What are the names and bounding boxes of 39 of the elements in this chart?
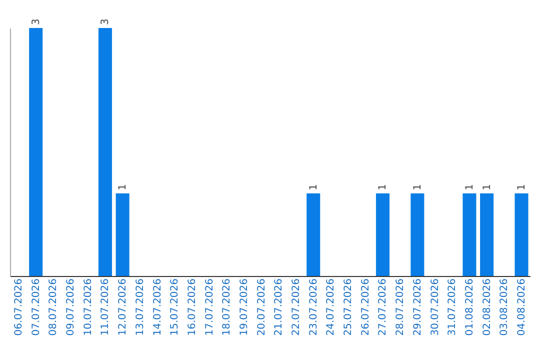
x-tick-label: 10.07.2026 [82, 278, 94, 336]
x-tick-label: 14.07.2026 [152, 278, 164, 336]
x-tick-label: 25.07.2026 [343, 278, 354, 336]
data-label: 1 [308, 184, 320, 190]
data-label: 1 [378, 184, 389, 190]
x-tick-label: 13.07.2026 [134, 278, 146, 336]
data-label: 1 [516, 184, 528, 190]
x-tick-label: 28.07.2026 [395, 278, 406, 336]
x-tick-label: 03.08.2026 [499, 278, 510, 336]
data-label: 1 [118, 184, 129, 190]
x-tick-label: 08.07.2026 [48, 278, 60, 336]
data-label: 1 [482, 184, 493, 190]
x-tick-label: 19.07.2026 [238, 278, 250, 336]
x-tick-label: 21.07.2026 [274, 278, 285, 336]
x-tick-label: 01.08.2026 [464, 278, 476, 336]
x-tick-label: 12.07.2026 [118, 278, 129, 336]
x-tick-label: 17.07.2026 [204, 278, 216, 336]
x-tick-label: 15.07.2026 [170, 278, 181, 336]
x-tick-label: 04.08.2026 [516, 278, 528, 336]
x-tick-label: 16.07.2026 [186, 278, 198, 336]
x-tick-label: 31.07.2026 [447, 278, 458, 336]
x-tick-label: 20.07.2026 [256, 278, 268, 336]
data-label: 3 [30, 18, 42, 25]
x-tick-label: 23.07.2026 [308, 278, 320, 336]
x-tick-label: 06.07.2026 [14, 278, 24, 336]
x-tick-label: 27.07.2026 [378, 278, 389, 336]
x-tick-label: 30.07.2026 [430, 278, 441, 336]
x-tick-label: 02.08.2026 [482, 278, 493, 336]
data-label: 3 [100, 18, 112, 25]
data-label: 1 [464, 184, 476, 190]
x-tick-label: 11.07.2026 [100, 278, 112, 336]
x-tick-label: 09.07.2026 [66, 278, 77, 336]
x-tick-label: 18.07.2026 [222, 278, 233, 336]
x-tick-label: 26.07.2026 [360, 278, 372, 336]
x-tick-label: 24.07.2026 [326, 278, 337, 336]
x-tick-label: 22.07.2026 [291, 278, 302, 336]
data-label: 1 [412, 184, 424, 190]
x-tick-label: 07.07.2026 [30, 278, 42, 336]
x-tick-label: 29.07.2026 [412, 278, 424, 336]
